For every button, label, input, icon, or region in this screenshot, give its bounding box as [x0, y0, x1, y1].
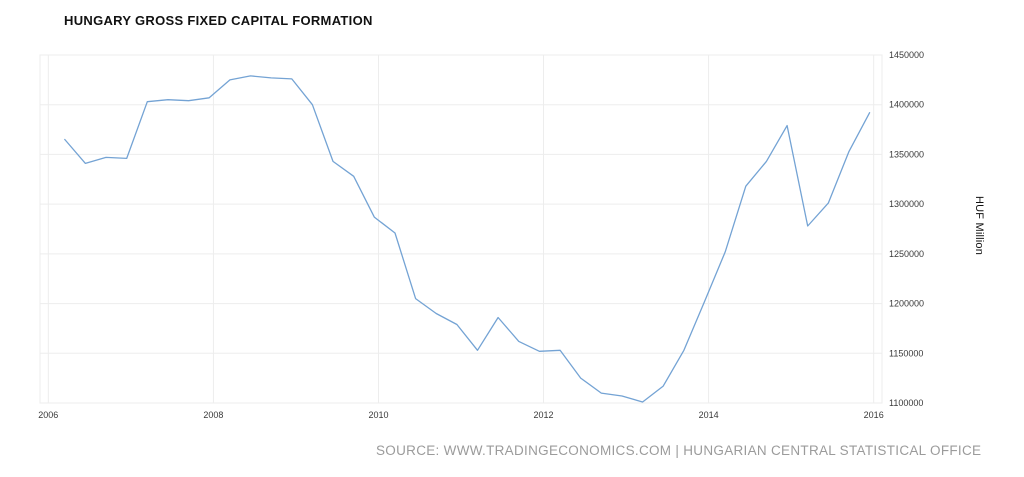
- y-axis-unit-label: HUF Million: [973, 196, 985, 256]
- y-axis-tick-label: 1350000: [889, 149, 924, 159]
- y-axis-tick-label: 1400000: [889, 100, 924, 110]
- x-axis-tick-label: 2006: [38, 410, 58, 420]
- x-axis-tick-label: 2012: [533, 410, 553, 420]
- y-axis-tick-label: 1250000: [889, 249, 924, 259]
- chart-title: HUNGARY GROSS FIXED CAPITAL FORMATION: [64, 13, 373, 28]
- y-axis-tick-label: 1150000: [889, 348, 923, 358]
- x-axis-tick-label: 2008: [203, 410, 223, 420]
- y-axis-tick-label: 1200000: [889, 299, 924, 309]
- source-attribution: SOURCE: WWW.TRADINGECONOMICS.COM | HUNGA…: [376, 443, 982, 458]
- x-axis-tick-label: 2010: [368, 410, 388, 420]
- x-axis-tick-label: 2016: [864, 410, 884, 420]
- y-axis-tick-label: 1450000: [889, 50, 924, 60]
- y-axis-tick-label: 1100000: [889, 398, 923, 408]
- plot-border: [39, 54, 883, 404]
- y-axis-tick-label: 1300000: [889, 199, 924, 209]
- x-axis-tick-label: 2014: [699, 410, 719, 420]
- series-line: [64, 75, 871, 403]
